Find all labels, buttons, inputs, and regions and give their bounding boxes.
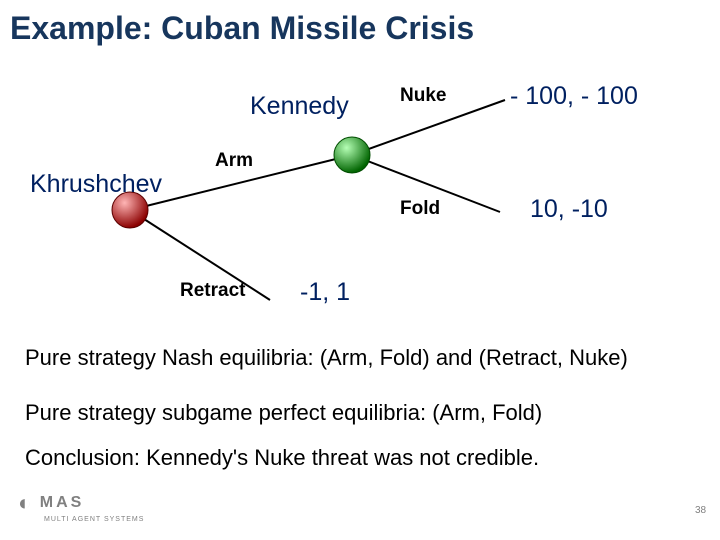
logo-brand-bottom: MULTI AGENT SYSTEMS [44, 516, 144, 523]
edge-nuke [352, 100, 505, 155]
game-tree [0, 0, 720, 320]
slide: { "title": "Example: Cuban Missile Crisi… [0, 0, 720, 540]
payoff-fold: 10, -10 [530, 195, 608, 224]
page-number: 38 [695, 505, 706, 516]
mas-logo: ◐ MAS MULTI AGENT SYSTEMS [18, 490, 144, 523]
logo-brand-top: MAS [40, 494, 85, 511]
action-fold: Fold [400, 198, 440, 220]
action-nuke: Nuke [400, 85, 446, 107]
action-arm: Arm [215, 150, 253, 172]
node-kennedy [334, 137, 370, 173]
nash-equilibria-text: Pure strategy Nash equilibria: (Arm, Fol… [25, 345, 685, 371]
payoff-nuke: - 100, - 100 [510, 82, 638, 111]
logo-icon: ◐ [18, 490, 31, 515]
subgame-perfect-text: Pure strategy subgame perfect equilibria… [25, 400, 685, 426]
conclusion-text: Conclusion: Kennedy's Nuke threat was no… [25, 445, 685, 471]
player-kennedy: Kennedy [250, 92, 349, 121]
payoff-retract: -1, 1 [300, 278, 350, 307]
player-khrushchev: Khrushchev [30, 170, 162, 199]
action-retract: Retract [180, 280, 245, 302]
